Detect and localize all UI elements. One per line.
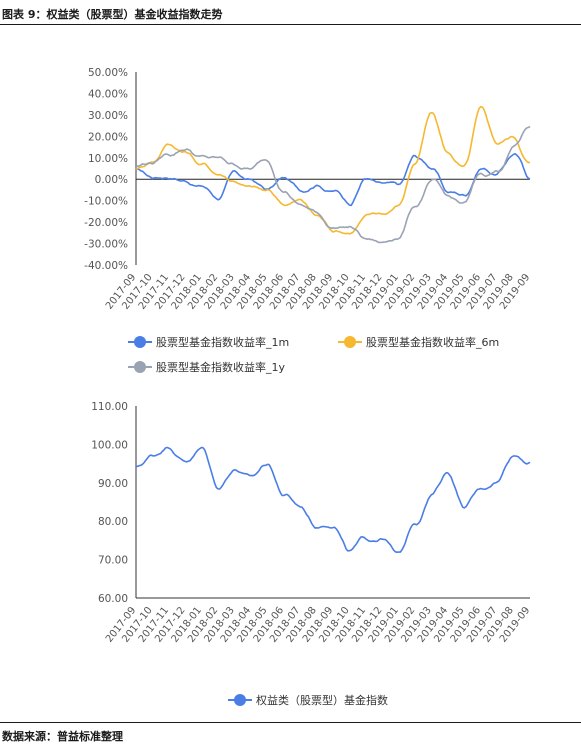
legend-marker (134, 361, 146, 373)
legend-label: 股票型基金指数收益率_1m (156, 335, 289, 349)
y-tick-label: -20.00% (84, 217, 128, 229)
y-tick-label: 100.00 (91, 439, 128, 451)
y-tick-label: 60.00 (98, 593, 128, 605)
y-tick-label: 20.00% (88, 131, 128, 143)
returns-chart: 50.00% 40.00% 30.00% 20.00% 10.00% 0.00% -10.0… (84, 67, 532, 374)
y-tick-label: 110.00 (91, 401, 128, 413)
y-tick-label: 70.00 (98, 555, 128, 567)
series-line (135, 446, 531, 554)
charts-canvas: 50.00% 40.00% 30.00% 20.00% 10.00% 0.00% -10.0… (84, 67, 532, 707)
index-chart: 110.00100.0090.0080.0070.0060.002017-092… (91, 401, 532, 707)
legend-label: 股票型基金指数收益率_6m (366, 335, 499, 349)
y-tick-label: 0.00% (95, 174, 128, 186)
top-rule (0, 24, 581, 25)
y-tick-label: 90.00 (98, 478, 128, 490)
y-tick-label: 10.00% (88, 153, 128, 165)
bottom-rule (0, 722, 581, 723)
figure-title: 图表 9：权益类（股票型）基金收益指数走势 (2, 8, 223, 21)
y-tick-label: -10.00% (84, 196, 128, 208)
y-tick-label: 40.00% (88, 88, 128, 100)
legend-marker (134, 336, 146, 348)
y-tick-label: -40.00% (84, 260, 128, 272)
legend-label: 股票型基金指数收益率_1y (156, 360, 285, 374)
series-line (135, 105, 531, 235)
series-line (135, 125, 531, 244)
legend-label: 权益类（股票型）基金指数 (256, 693, 388, 707)
series-line (135, 153, 531, 207)
legend-marker (234, 694, 246, 706)
y-tick-label: -30.00% (84, 239, 128, 251)
y-tick-label: 50.00% (88, 67, 128, 79)
data-source-note: 数据来源：普益标准整理 (2, 730, 123, 743)
y-tick-label: 80.00 (98, 516, 128, 528)
legend-marker (344, 336, 356, 348)
y-tick-label: 30.00% (88, 110, 128, 122)
